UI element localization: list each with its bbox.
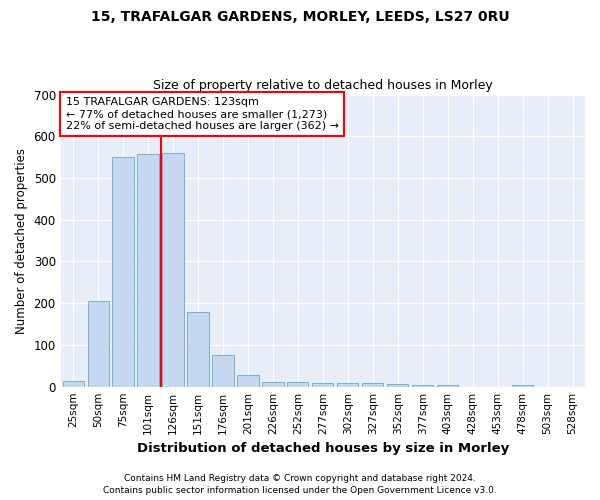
Bar	[387, 384, 409, 386]
Y-axis label: Number of detached properties: Number of detached properties	[15, 148, 28, 334]
Bar	[412, 384, 433, 386]
Text: Contains HM Land Registry data © Crown copyright and database right 2024.
Contai: Contains HM Land Registry data © Crown c…	[103, 474, 497, 495]
Bar	[212, 355, 233, 386]
Bar	[262, 382, 284, 386]
Bar	[337, 382, 358, 386]
Title: Size of property relative to detached houses in Morley: Size of property relative to detached ho…	[153, 79, 493, 92]
X-axis label: Distribution of detached houses by size in Morley: Distribution of detached houses by size …	[137, 442, 509, 455]
Bar	[187, 312, 209, 386]
Text: 15, TRAFALGAR GARDENS, MORLEY, LEEDS, LS27 0RU: 15, TRAFALGAR GARDENS, MORLEY, LEEDS, LS…	[91, 10, 509, 24]
Bar	[238, 375, 259, 386]
Bar	[137, 154, 158, 386]
Bar	[88, 301, 109, 386]
Bar	[163, 153, 184, 386]
Bar	[362, 382, 383, 386]
Text: 15 TRAFALGAR GARDENS: 123sqm
← 77% of detached houses are smaller (1,273)
22% of: 15 TRAFALGAR GARDENS: 123sqm ← 77% of de…	[66, 98, 339, 130]
Bar	[62, 382, 84, 386]
Bar	[312, 384, 334, 386]
Bar	[112, 157, 134, 386]
Bar	[512, 384, 533, 386]
Bar	[287, 382, 308, 386]
Bar	[437, 384, 458, 386]
